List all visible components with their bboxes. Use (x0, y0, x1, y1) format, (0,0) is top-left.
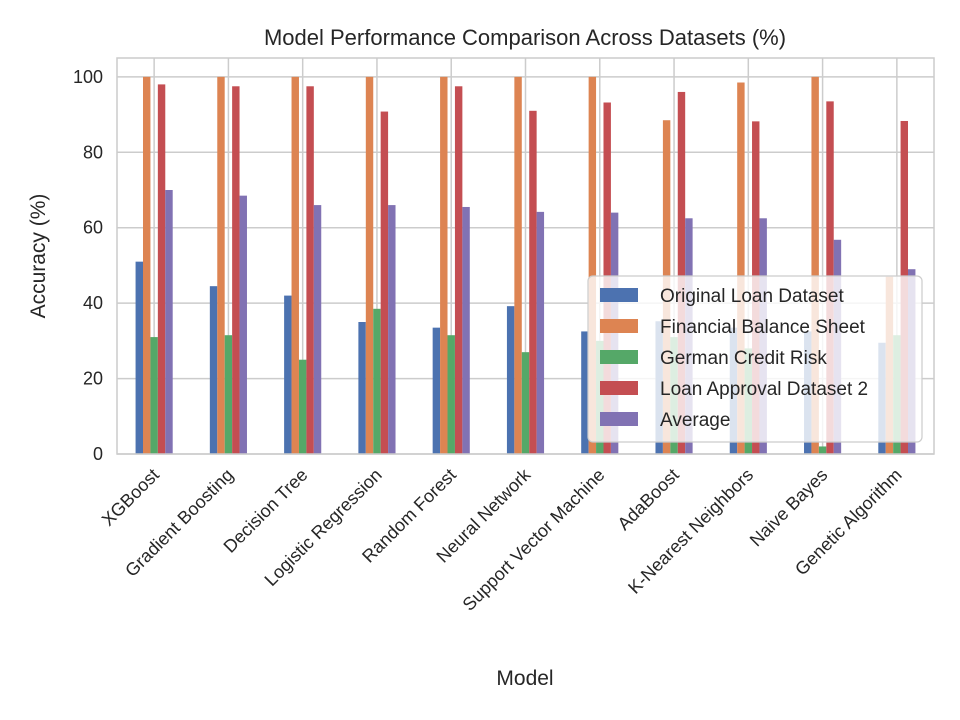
bar (462, 206, 470, 454)
y-tick-label: 0 (93, 444, 103, 464)
bar (313, 205, 322, 454)
legend-label: Loan Approval Dataset 2 (660, 379, 868, 400)
legend-swatch (600, 288, 638, 302)
bar (165, 190, 173, 454)
legend-label: Original Loan Dataset (660, 286, 844, 307)
legend-label: Financial Balance Sheet (660, 317, 866, 338)
bar (440, 76, 448, 454)
bar (224, 335, 233, 454)
legend-box (587, 275, 923, 443)
bar (811, 76, 819, 454)
y-tick-label: 100 (73, 67, 103, 87)
bar (818, 446, 827, 454)
bar (581, 331, 589, 454)
y-tick-label: 20 (83, 369, 103, 389)
bar (284, 295, 292, 454)
bar (135, 261, 143, 454)
y-axis-ticks: 0 20 40 60 80 100 (73, 67, 103, 464)
bar (209, 286, 218, 454)
legend-swatch (600, 350, 638, 364)
bar (536, 211, 545, 454)
bar (737, 82, 745, 454)
bar (454, 86, 463, 455)
y-tick-label: 60 (83, 218, 103, 238)
bar (150, 337, 158, 454)
bar (588, 76, 597, 454)
legend-swatch (600, 319, 638, 333)
legend-swatch (600, 412, 638, 426)
bar (365, 76, 374, 454)
x-axis-label: Model (496, 667, 553, 690)
legend-swatch (600, 381, 638, 395)
y-tick-label: 40 (83, 293, 103, 313)
bar (388, 205, 396, 454)
bar (380, 111, 389, 454)
bar (447, 335, 455, 454)
bar (529, 110, 537, 455)
bar (306, 86, 314, 455)
bar (677, 91, 686, 454)
legend-label: German Credit Risk (660, 348, 827, 369)
bar (506, 306, 515, 454)
y-axis-label: Accuracy (%) (27, 194, 50, 319)
bar (373, 308, 381, 454)
plot-frame (116, 57, 935, 455)
bar (514, 76, 522, 454)
bar (291, 76, 299, 454)
bar (232, 86, 240, 455)
bar (217, 76, 225, 454)
legend-label: Average (660, 410, 730, 431)
bar (142, 76, 151, 454)
y-tick-label: 80 (83, 142, 103, 162)
bar (239, 195, 247, 454)
bar (521, 352, 530, 454)
bar (157, 84, 166, 455)
bar (432, 327, 441, 454)
bar (298, 359, 307, 454)
chart-title: Model Performance Comparison Across Data… (264, 25, 786, 50)
bar (358, 322, 366, 454)
legend: Original Loan Dataset Financial Balance S… (587, 275, 923, 443)
